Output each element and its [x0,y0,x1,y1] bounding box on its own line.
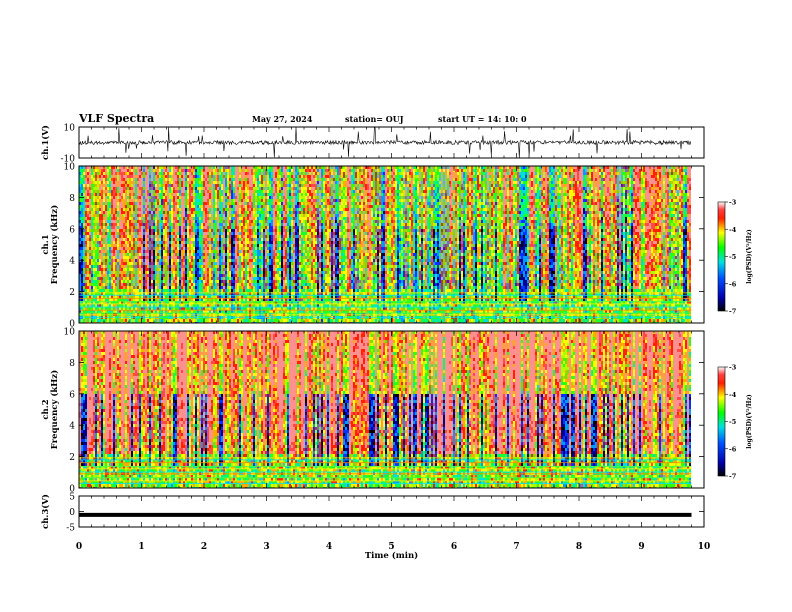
y-tick-label: 6 [69,390,75,400]
ch2-spectrogram [79,331,704,488]
x-tick-label: 8 [576,542,582,552]
y-tick-label: 10 [64,328,76,338]
y-tick-label: 8 [69,359,75,369]
colorbar-tick-label: -7 [729,308,736,316]
colorbar-tick-label: -3 [729,364,737,372]
x-tick-label: 5 [388,542,394,552]
x-axis-title: Time (min) [365,550,418,561]
y-tick-label: 10 [64,124,76,134]
station-label: station= OUJ [345,114,404,124]
y-tick-label: 5 [69,493,75,503]
colorbar-tick-label: -6 [729,280,737,288]
start-time-label: start UT = 14: 10: 0 [438,114,527,124]
y-tick-label: 2 [69,288,75,298]
colorbar-tick-label: -5 [729,253,737,261]
y-tick-label: -5 [66,524,75,534]
x-tick-label: 6 [451,542,457,552]
y-tick-label: 6 [69,225,75,235]
x-tick-label: 3 [263,542,269,552]
colorbars: -3 -4 -5 -6 -7 log(PSD)(V²/Hz) -3 -4 -5 -6 -7 log(P… [717,199,753,481]
colorbar-tick-label: -6 [729,445,737,453]
x-tick-label: 1 [138,542,144,552]
ch1-waveform-trace [79,127,692,158]
y-tick-label: 4 [69,422,75,432]
y-axis-title: ch.1 [41,234,51,254]
colorbar-label: log(PSD)(V²/Hz) [746,229,753,284]
x-tick-label: 9 [638,542,644,552]
y-tick-label: 4 [69,257,75,267]
y-axis-title: ch.1(V) [40,125,51,160]
y-tick-label: 0 [69,485,75,495]
x-tick-label: 2 [201,542,207,552]
y-axis-title: Frequency (kHz) [49,370,60,449]
x-tick-label: 0 [76,542,82,552]
ch1-waveform [79,127,692,158]
colorbar [717,366,726,477]
y-axis-title: ch.2 [41,399,51,419]
x-tick-label: 7 [513,542,519,552]
y-tick-label: -10 [61,155,76,165]
colorbar-tick-label: -4 [729,226,737,234]
y-tick-label: 0 [69,320,75,330]
y-axis-title: ch.3(V) [40,494,51,529]
y-axis-title: Frequency (kHz) [49,205,60,284]
colorbar-tick-label: -3 [729,199,737,207]
chart-date: May 27, 2024 [252,114,312,124]
colorbar-label: log(PSD)(V²/Hz) [746,394,753,449]
y-tick-label: 10 [64,163,76,173]
chart-title: VLF Spectra [79,112,154,125]
y-tick-label: 2 [69,453,75,463]
y-tick-label: 0 [69,508,75,518]
x-tick-label: 4 [326,542,332,552]
y-tick-label: 8 [69,194,75,204]
colorbar-tick-label: -5 [729,418,737,426]
panel-frames [78,126,705,528]
x-tick-label: 10 [698,542,711,552]
colorbar-tick-label: -4 [729,391,737,399]
colorbar [717,201,726,312]
ch1-spectrogram [79,166,704,323]
colorbar-tick-label: -7 [729,473,736,481]
